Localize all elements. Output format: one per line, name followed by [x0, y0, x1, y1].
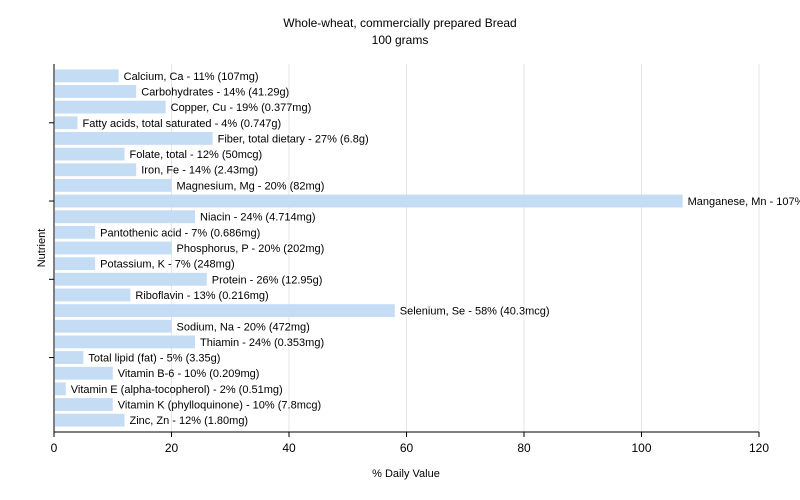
bar-label-17: Thiamin - 24% (0.353mg)	[200, 337, 324, 349]
bar-label-2: Copper, Cu - 19% (0.377mg)	[171, 102, 312, 114]
bar-0	[55, 69, 119, 83]
chart-title: Whole-wheat, commercially prepared Bread	[283, 16, 516, 30]
bar-label-15: Selenium, Se - 58% (40.3mcg)	[400, 306, 550, 318]
bar-label-5: Folate, total - 12% (50mcg)	[130, 149, 263, 161]
bar-22	[55, 413, 125, 427]
bar-label-1: Carbohydrates - 14% (41.29g)	[141, 86, 289, 98]
bar-label-11: Phosphorus, P - 20% (202mg)	[177, 243, 325, 255]
y-ticks	[49, 122, 54, 359]
bar-label-10: Pantothenic acid - 7% (0.686mg)	[100, 227, 260, 239]
bar-7	[55, 178, 172, 192]
x-axis-title: % Daily Value	[372, 468, 440, 480]
bar-8	[55, 194, 683, 208]
bar-15	[55, 304, 395, 318]
bar-label-0: Calcium, Ca - 11% (107mg)	[124, 71, 259, 83]
bar-4	[55, 132, 213, 145]
x-tick-label-4: 80	[517, 441, 531, 455]
bar-11	[55, 241, 172, 255]
x-tick-label-1: 20	[165, 441, 179, 455]
x-tick-label-0: 0	[51, 441, 58, 455]
bars: Calcium, Ca - 11% (107mg) Carbohydrates -…	[55, 69, 800, 427]
bar-label-22: Zinc, Zn - 12% (1.80mg)	[130, 415, 249, 427]
bar-2	[55, 100, 166, 114]
gridlines	[171, 64, 760, 432]
bar-20	[55, 382, 66, 396]
bar-label-3: Fatty acids, total saturated - 4% (0.747…	[83, 118, 282, 130]
bar-label-6: Iron, Fe - 14% (2.43mg)	[141, 165, 258, 177]
bar-3	[55, 116, 78, 130]
bar-label-13: Protein - 26% (12.95g)	[212, 274, 323, 286]
x-tick-label-2: 40	[282, 441, 296, 455]
bar-label-20: Vitamin E (alpha-tocopherol) - 2% (0.51m…	[71, 384, 283, 396]
x-tick-label-3: 60	[400, 441, 414, 455]
bar-21	[55, 398, 113, 411]
bar-1	[55, 85, 137, 98]
bar-12	[55, 257, 96, 271]
bar-label-12: Potassium, K - 7% (248mg)	[100, 259, 235, 271]
bar-13	[55, 272, 207, 286]
bar-label-14: Riboflavin - 13% (0.216mg)	[135, 290, 268, 302]
x-ticks: 0 20 40 60 80 100 120	[51, 432, 769, 455]
bar-label-16: Sodium, Na - 20% (472mg)	[177, 321, 310, 333]
y-axis-title: Nutrient	[36, 229, 48, 268]
bar-label-7: Magnesium, Mg - 20% (82mg)	[177, 180, 325, 192]
bar-label-4: Fiber, total dietary - 27% (6.8g)	[218, 133, 369, 145]
bar-14	[55, 288, 131, 302]
bar-label-9: Niacin - 24% (4.714mg)	[200, 212, 316, 224]
bar-16	[55, 319, 172, 333]
bar-10	[55, 225, 96, 239]
bar-9	[55, 210, 195, 224]
bar-6	[55, 163, 137, 177]
x-tick-label-6: 120	[749, 441, 769, 455]
bar-label-21: Vitamin K (phylloquinone) - 10% (7.8mcg)	[118, 400, 321, 412]
bar-label-19: Vitamin B-6 - 10% (0.209mg)	[118, 368, 260, 380]
x-tick-label-5: 100	[631, 441, 651, 455]
bar-19	[55, 366, 113, 380]
bar-label-18: Total lipid (fat) - 5% (3.35g)	[88, 353, 220, 365]
bar-label-8: Manganese, Mn - 107% (2.135mg)	[688, 196, 800, 208]
chart-subtitle: 100 grams	[372, 33, 429, 47]
bar-17	[55, 335, 195, 349]
bar-5	[55, 147, 125, 161]
bar-18	[55, 351, 84, 364]
